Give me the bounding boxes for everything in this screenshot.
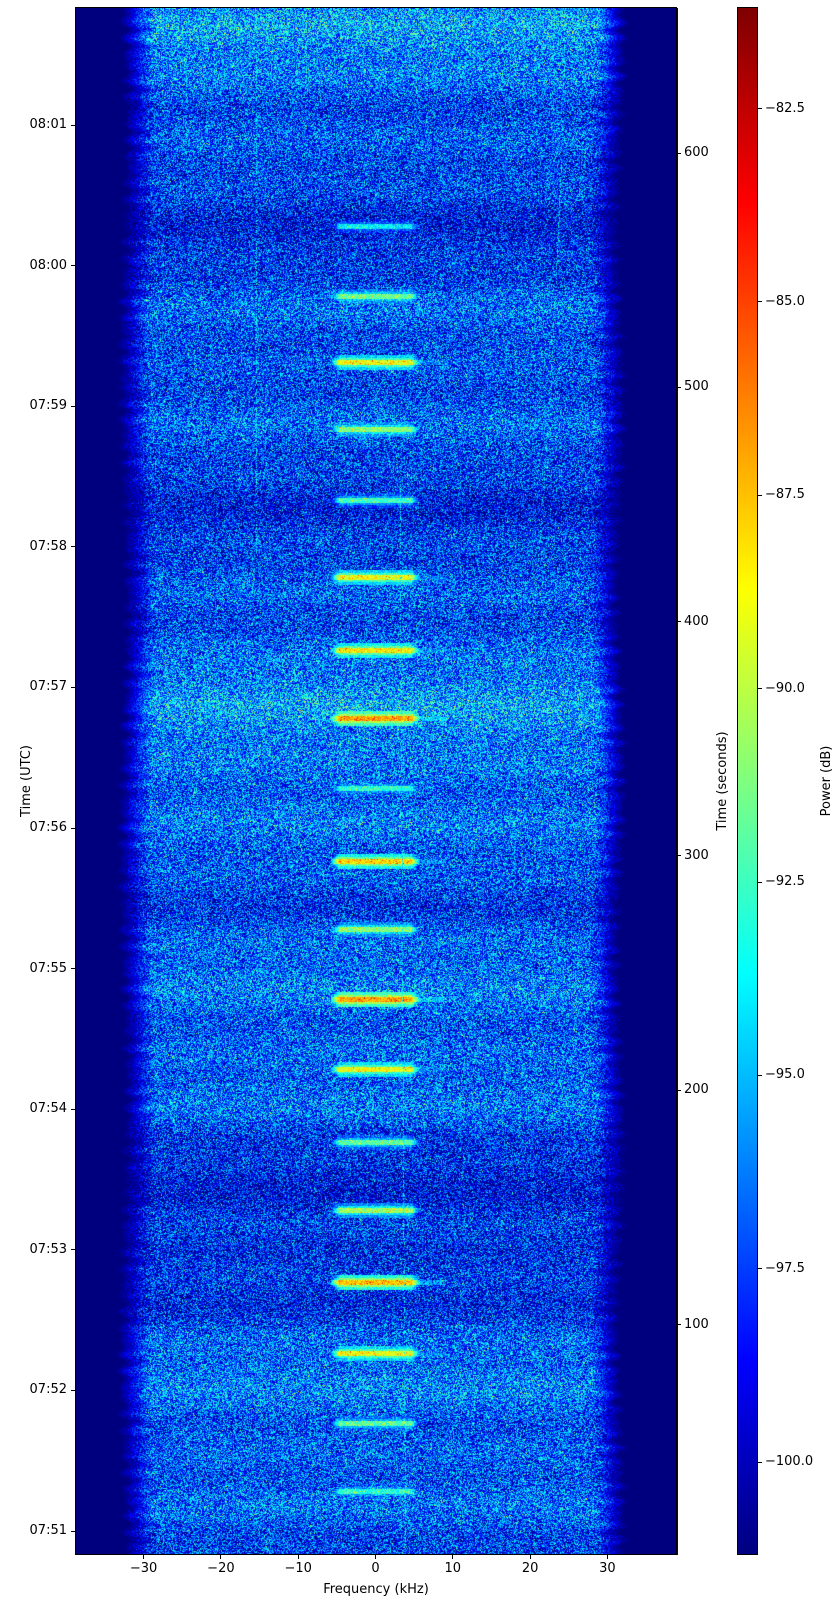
x-tick — [298, 1555, 299, 1559]
colorbar-tick-label: −90.0 — [765, 681, 827, 697]
colorbar-tick — [758, 1462, 762, 1463]
seconds-tick — [677, 1090, 681, 1091]
x-tick-label: −20 — [191, 1561, 251, 1577]
colorbar-tick-label: −85.0 — [765, 294, 827, 310]
utc-tick-label: 07:51 — [0, 1523, 67, 1539]
colorbar-tick — [758, 301, 762, 302]
x-tick-label: 30 — [577, 1561, 637, 1577]
utc-tick — [71, 1109, 75, 1110]
colorbar-tick — [758, 495, 762, 496]
utc-tick-label: 07:55 — [0, 961, 67, 977]
colorbar-gradient — [738, 8, 758, 1555]
x-tick-label: −10 — [268, 1561, 328, 1577]
colorbar-tick — [758, 1075, 762, 1076]
x-tick — [452, 1555, 453, 1559]
x-tick — [220, 1555, 221, 1559]
seconds-tick-label: 600 — [684, 145, 728, 161]
utc-tick-label: 08:01 — [0, 117, 67, 133]
colorbar-label: Power (dB) — [819, 681, 832, 881]
utc-tick — [71, 687, 75, 688]
seconds-tick — [677, 621, 681, 622]
colorbar-tick-label: −100.0 — [765, 1454, 827, 1470]
colorbar-tick-label: −92.5 — [765, 874, 827, 890]
x-tick — [143, 1555, 144, 1559]
y-axis-label-right: Time (seconds) — [715, 681, 731, 881]
x-axis-label: Frequency (kHz) — [246, 1582, 506, 1598]
utc-tick — [71, 1390, 75, 1391]
seconds-tick — [677, 153, 681, 154]
y-axis-label-left: Time (UTC) — [19, 681, 35, 881]
figure: −30 −20 −10 0 10 20 30 08:01 08:00 07:59 07:58 07:5… — [0, 0, 832, 1603]
colorbar-tick-label: −87.5 — [765, 487, 827, 503]
seconds-tick-label: 200 — [684, 1082, 728, 1098]
x-tick — [607, 1555, 608, 1559]
utc-tick — [71, 546, 75, 547]
utc-tick-label: 07:59 — [0, 398, 67, 414]
utc-tick-label: 07:58 — [0, 539, 67, 555]
utc-tick — [71, 125, 75, 126]
colorbar-tick-label: −97.5 — [765, 1261, 827, 1277]
seconds-tick — [677, 855, 681, 856]
colorbar-tick — [758, 688, 762, 689]
utc-tick-label: 07:52 — [0, 1382, 67, 1398]
seconds-tick-label: 500 — [684, 379, 728, 395]
x-tick-label: 20 — [500, 1561, 560, 1577]
colorbar-tick-label: −82.5 — [765, 101, 827, 117]
x-tick — [530, 1555, 531, 1559]
utc-tick — [71, 1249, 75, 1250]
utc-tick-label: 07:54 — [0, 1101, 67, 1117]
x-tick-label: −30 — [114, 1561, 174, 1577]
utc-tick — [71, 968, 75, 969]
utc-tick-label: 08:00 — [0, 258, 67, 274]
utc-tick-label: 07:53 — [0, 1242, 67, 1258]
colorbar-tick — [758, 1268, 762, 1269]
colorbar-tick — [758, 108, 762, 109]
seconds-tick-label: 100 — [684, 1317, 728, 1333]
x-tick-label: 10 — [423, 1561, 483, 1577]
spectrogram-heatmap — [76, 8, 678, 1555]
seconds-tick — [677, 1324, 681, 1325]
utc-tick — [71, 265, 75, 266]
x-tick-label: 0 — [346, 1561, 406, 1577]
utc-tick — [71, 828, 75, 829]
seconds-tick-label: 400 — [684, 614, 728, 630]
utc-tick — [71, 406, 75, 407]
utc-tick — [71, 1531, 75, 1532]
colorbar-tick-label: −95.0 — [765, 1067, 827, 1083]
x-tick — [375, 1555, 376, 1559]
colorbar-tick — [758, 882, 762, 883]
seconds-tick — [677, 387, 681, 388]
